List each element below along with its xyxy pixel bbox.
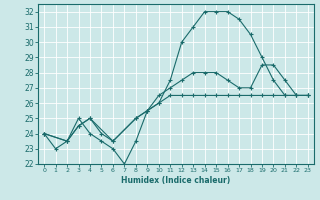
X-axis label: Humidex (Indice chaleur): Humidex (Indice chaleur) (121, 176, 231, 185)
